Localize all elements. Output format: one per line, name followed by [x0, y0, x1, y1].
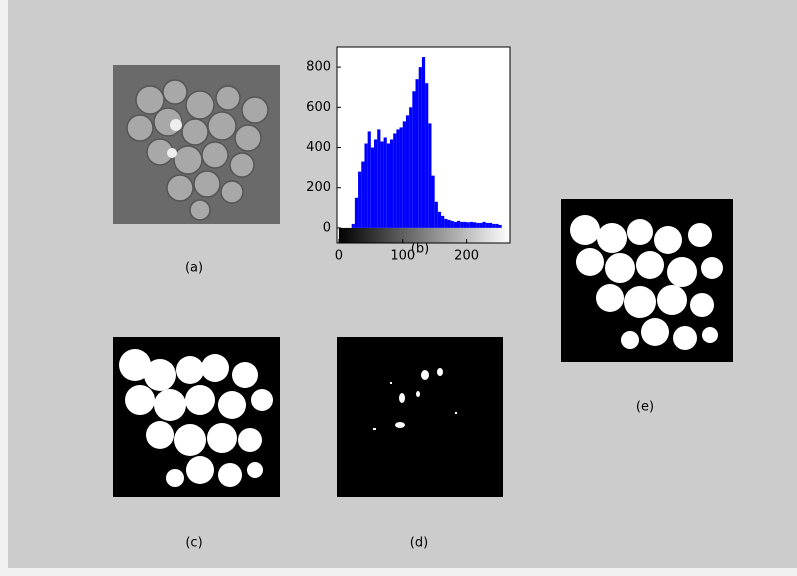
plot-frame [336, 46, 511, 244]
bar [389, 139, 394, 228]
bar [453, 221, 458, 228]
bar [425, 83, 429, 228]
bar [364, 143, 368, 228]
y-tick-label: 800 [306, 60, 331, 75]
image-e [561, 199, 733, 362]
bar [460, 221, 464, 228]
bar [361, 161, 365, 228]
bar [479, 222, 483, 228]
panel-label: (e) [636, 400, 654, 415]
y-tick-label: 600 [306, 100, 331, 115]
bar [488, 222, 493, 228]
colorbar [338, 227, 510, 243]
y-tick-label: 200 [306, 180, 331, 195]
bar [437, 211, 442, 228]
bar [351, 223, 355, 228]
bar [485, 222, 489, 228]
image-a [113, 65, 280, 224]
bar [402, 121, 406, 228]
image-d [337, 337, 503, 497]
panel-label: (d) [410, 536, 428, 551]
bar [354, 197, 359, 228]
bar [412, 91, 416, 228]
bar [447, 219, 451, 228]
x-tick-label: 0 [335, 249, 343, 264]
y-tick-label: 400 [306, 140, 331, 155]
bar [374, 139, 378, 228]
bar [476, 222, 480, 228]
histogram: 0 200 400 600 800 0 100 200 (b) [306, 46, 511, 264]
panel-label: (b) [411, 242, 429, 257]
bar [444, 218, 448, 228]
bar [358, 171, 362, 228]
y-tick-label: 0 [323, 220, 331, 235]
bar [370, 147, 375, 228]
bar [418, 67, 422, 228]
bar [405, 115, 410, 228]
bar [393, 133, 397, 228]
bar [472, 222, 477, 228]
bar [463, 221, 467, 228]
bar [482, 221, 486, 228]
bar [495, 223, 499, 228]
bar [377, 129, 381, 228]
bar [498, 224, 502, 228]
panel-label: (c) [185, 536, 202, 551]
x-tick-label: 100 [390, 249, 415, 264]
bar [367, 131, 371, 228]
bar [469, 221, 473, 228]
bar [431, 175, 435, 228]
bar [450, 220, 454, 228]
bar [492, 223, 496, 228]
panel-label: (a) [185, 261, 203, 276]
bar [441, 215, 445, 228]
bar [383, 137, 387, 228]
bar [457, 220, 461, 228]
bar [386, 143, 390, 228]
bar [434, 201, 438, 228]
bar [466, 222, 470, 228]
x-tick-label: 200 [454, 249, 479, 264]
bar [396, 129, 400, 228]
image-c [113, 337, 280, 497]
bar [409, 107, 413, 228]
bar [421, 57, 426, 228]
bar [380, 141, 384, 228]
bar [399, 127, 403, 228]
bar [415, 79, 419, 228]
bar [428, 123, 432, 228]
